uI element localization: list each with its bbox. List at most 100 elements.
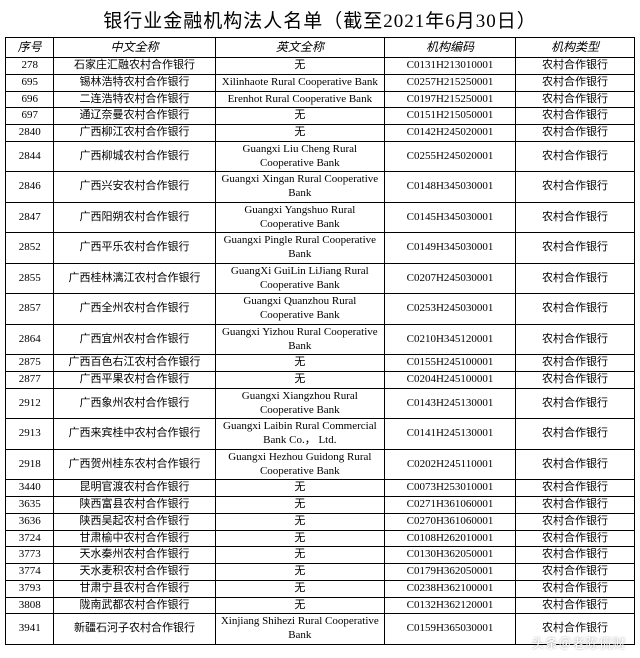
cell-en: Guangxi Xingan Rural Cooperative Bank <box>215 172 384 203</box>
cell-seq: 2852 <box>6 233 54 264</box>
cell-seq: 2844 <box>6 141 54 172</box>
cell-code: C0202H245110001 <box>385 449 516 480</box>
cell-code: C0151H215050001 <box>385 108 516 125</box>
cell-type: 农村合作银行 <box>516 141 635 172</box>
watermark: 头条＠老陈侃财 <box>531 633 626 652</box>
cell-cn: 石家庄汇融农村合作银行 <box>54 58 215 75</box>
col-cn: 中文全称 <box>54 38 215 58</box>
cell-en: Guangxi Hezhou Guidong Rural Cooperative… <box>215 449 384 480</box>
col-en: 英文全称 <box>215 38 384 58</box>
cell-en: Xinjiang Shihezi Rural Cooperative Bank <box>215 614 384 645</box>
cell-cn: 广西柳江农村合作银行 <box>54 125 215 142</box>
cell-en: Guangxi Laibin Rural Commercial Bank Co.… <box>215 419 384 450</box>
cell-seq: 278 <box>6 58 54 75</box>
cell-code: C0131H213010001 <box>385 58 516 75</box>
cell-type: 农村合作银行 <box>516 513 635 530</box>
cell-cn: 陕西吴起农村合作银行 <box>54 513 215 530</box>
cell-en: Guangxi Quanzhou Rural Cooperative Bank <box>215 294 384 325</box>
cell-code: C0271H361060001 <box>385 497 516 514</box>
institution-table: 序号 中文全称 英文全称 机构编码 机构类型 278石家庄汇融农村合作银行无C0… <box>5 37 635 645</box>
cell-en: 无 <box>215 597 384 614</box>
cell-seq: 3636 <box>6 513 54 530</box>
cell-cn: 天水麦积农村合作银行 <box>54 564 215 581</box>
cell-code: C0159H365030001 <box>385 614 516 645</box>
cell-seq: 3440 <box>6 480 54 497</box>
cell-code: C0207H245030001 <box>385 263 516 294</box>
cell-type: 农村合作银行 <box>516 324 635 355</box>
cell-seq: 2846 <box>6 172 54 203</box>
cell-seq: 3793 <box>6 580 54 597</box>
cell-code: C0132H362120001 <box>385 597 516 614</box>
table-row: 2875广西百色右江农村合作银行无C0155H245100001农村合作银行 <box>6 355 635 372</box>
cell-type: 农村合作银行 <box>516 547 635 564</box>
cell-cn: 广西象州农村合作银行 <box>54 388 215 419</box>
cell-code: C0130H362050001 <box>385 547 516 564</box>
cell-en: 无 <box>215 125 384 142</box>
col-seq: 序号 <box>6 38 54 58</box>
cell-cn: 新疆石河子农村合作银行 <box>54 614 215 645</box>
cell-seq: 697 <box>6 108 54 125</box>
cell-cn: 广西来宾桂中农村合作银行 <box>54 419 215 450</box>
cell-cn: 陕西富县农村合作银行 <box>54 497 215 514</box>
cell-seq: 2912 <box>6 388 54 419</box>
cell-cn: 广西柳城农村合作银行 <box>54 141 215 172</box>
cell-cn: 锡林浩特农村合作银行 <box>54 74 215 91</box>
table-row: 2877广西平果农村合作银行无C0204H245100001农村合作银行 <box>6 372 635 389</box>
cell-type: 农村合作银行 <box>516 233 635 264</box>
table-row: 3773天水秦州农村合作银行无C0130H362050001农村合作银行 <box>6 547 635 564</box>
cell-code: C0255H245020001 <box>385 141 516 172</box>
table-row: 2912广西象州农村合作银行Guangxi Xiangzhou Rural Co… <box>6 388 635 419</box>
cell-type: 农村合作银行 <box>516 125 635 142</box>
table-row: 697通辽奈曼农村合作银行无C0151H215050001农村合作银行 <box>6 108 635 125</box>
cell-type: 农村合作银行 <box>516 294 635 325</box>
cell-type: 农村合作银行 <box>516 74 635 91</box>
cell-cn: 通辽奈曼农村合作银行 <box>54 108 215 125</box>
table-row: 2864广西宜州农村合作银行Guangxi Yizhou Rural Coope… <box>6 324 635 355</box>
table-row: 3774天水麦积农村合作银行无C0179H362050001农村合作银行 <box>6 564 635 581</box>
cell-code: C0238H362100001 <box>385 580 516 597</box>
table-row: 696二连浩特农村合作银行Erenhot Rural Cooperative B… <box>6 91 635 108</box>
cell-cn: 广西桂林漓江农村合作银行 <box>54 263 215 294</box>
cell-seq: 3774 <box>6 564 54 581</box>
cell-code: C0108H262010001 <box>385 530 516 547</box>
cell-en: 无 <box>215 530 384 547</box>
cell-seq: 2840 <box>6 125 54 142</box>
cell-cn: 天水秦州农村合作银行 <box>54 547 215 564</box>
cell-cn: 甘肃宁县农村合作银行 <box>54 580 215 597</box>
cell-seq: 3635 <box>6 497 54 514</box>
cell-type: 农村合作银行 <box>516 91 635 108</box>
page-title: 银行业金融机构法人名单（截至2021年6月30日） <box>0 0 640 37</box>
table-header-row: 序号 中文全称 英文全称 机构编码 机构类型 <box>6 38 635 58</box>
cell-cn: 广西宜州农村合作银行 <box>54 324 215 355</box>
cell-type: 农村合作银行 <box>516 480 635 497</box>
cell-en: Guangxi Xiangzhou Rural Cooperative Bank <box>215 388 384 419</box>
cell-en: 无 <box>215 513 384 530</box>
cell-seq: 2847 <box>6 202 54 233</box>
table-row: 695锡林浩特农村合作银行Xilinhaote Rural Cooperativ… <box>6 74 635 91</box>
cell-cn: 甘肃榆中农村合作银行 <box>54 530 215 547</box>
cell-cn: 广西兴安农村合作银行 <box>54 172 215 203</box>
cell-cn: 广西全州农村合作银行 <box>54 294 215 325</box>
cell-code: C0143H245130001 <box>385 388 516 419</box>
table-row: 3440昆明官渡农村合作银行无C0073H253010001农村合作银行 <box>6 480 635 497</box>
table-row: 2840广西柳江农村合作银行无C0142H245020001农村合作银行 <box>6 125 635 142</box>
cell-en: Xilinhaote Rural Cooperative Bank <box>215 74 384 91</box>
cell-code: C0145H345030001 <box>385 202 516 233</box>
col-type: 机构类型 <box>516 38 635 58</box>
table-row: 3724甘肃榆中农村合作银行无C0108H262010001农村合作银行 <box>6 530 635 547</box>
cell-code: C0141H245130001 <box>385 419 516 450</box>
cell-en: GuangXi GuiLin LiJiang Rural Cooperative… <box>215 263 384 294</box>
cell-cn: 广西贺州桂东农村合作银行 <box>54 449 215 480</box>
cell-en: 无 <box>215 108 384 125</box>
cell-type: 农村合作银行 <box>516 580 635 597</box>
cell-en: 无 <box>215 580 384 597</box>
cell-cn: 广西阳朔农村合作银行 <box>54 202 215 233</box>
cell-en: Guangxi Yizhou Rural Cooperative Bank <box>215 324 384 355</box>
cell-code: C0148H345030001 <box>385 172 516 203</box>
table-row: 2855广西桂林漓江农村合作银行GuangXi GuiLin LiJiang R… <box>6 263 635 294</box>
cell-en: 无 <box>215 564 384 581</box>
cell-en: Guangxi Pingle Rural Cooperative Bank <box>215 233 384 264</box>
cell-type: 农村合作银行 <box>516 449 635 480</box>
cell-seq: 3941 <box>6 614 54 645</box>
table-row: 2846广西兴安农村合作银行Guangxi Xingan Rural Coope… <box>6 172 635 203</box>
